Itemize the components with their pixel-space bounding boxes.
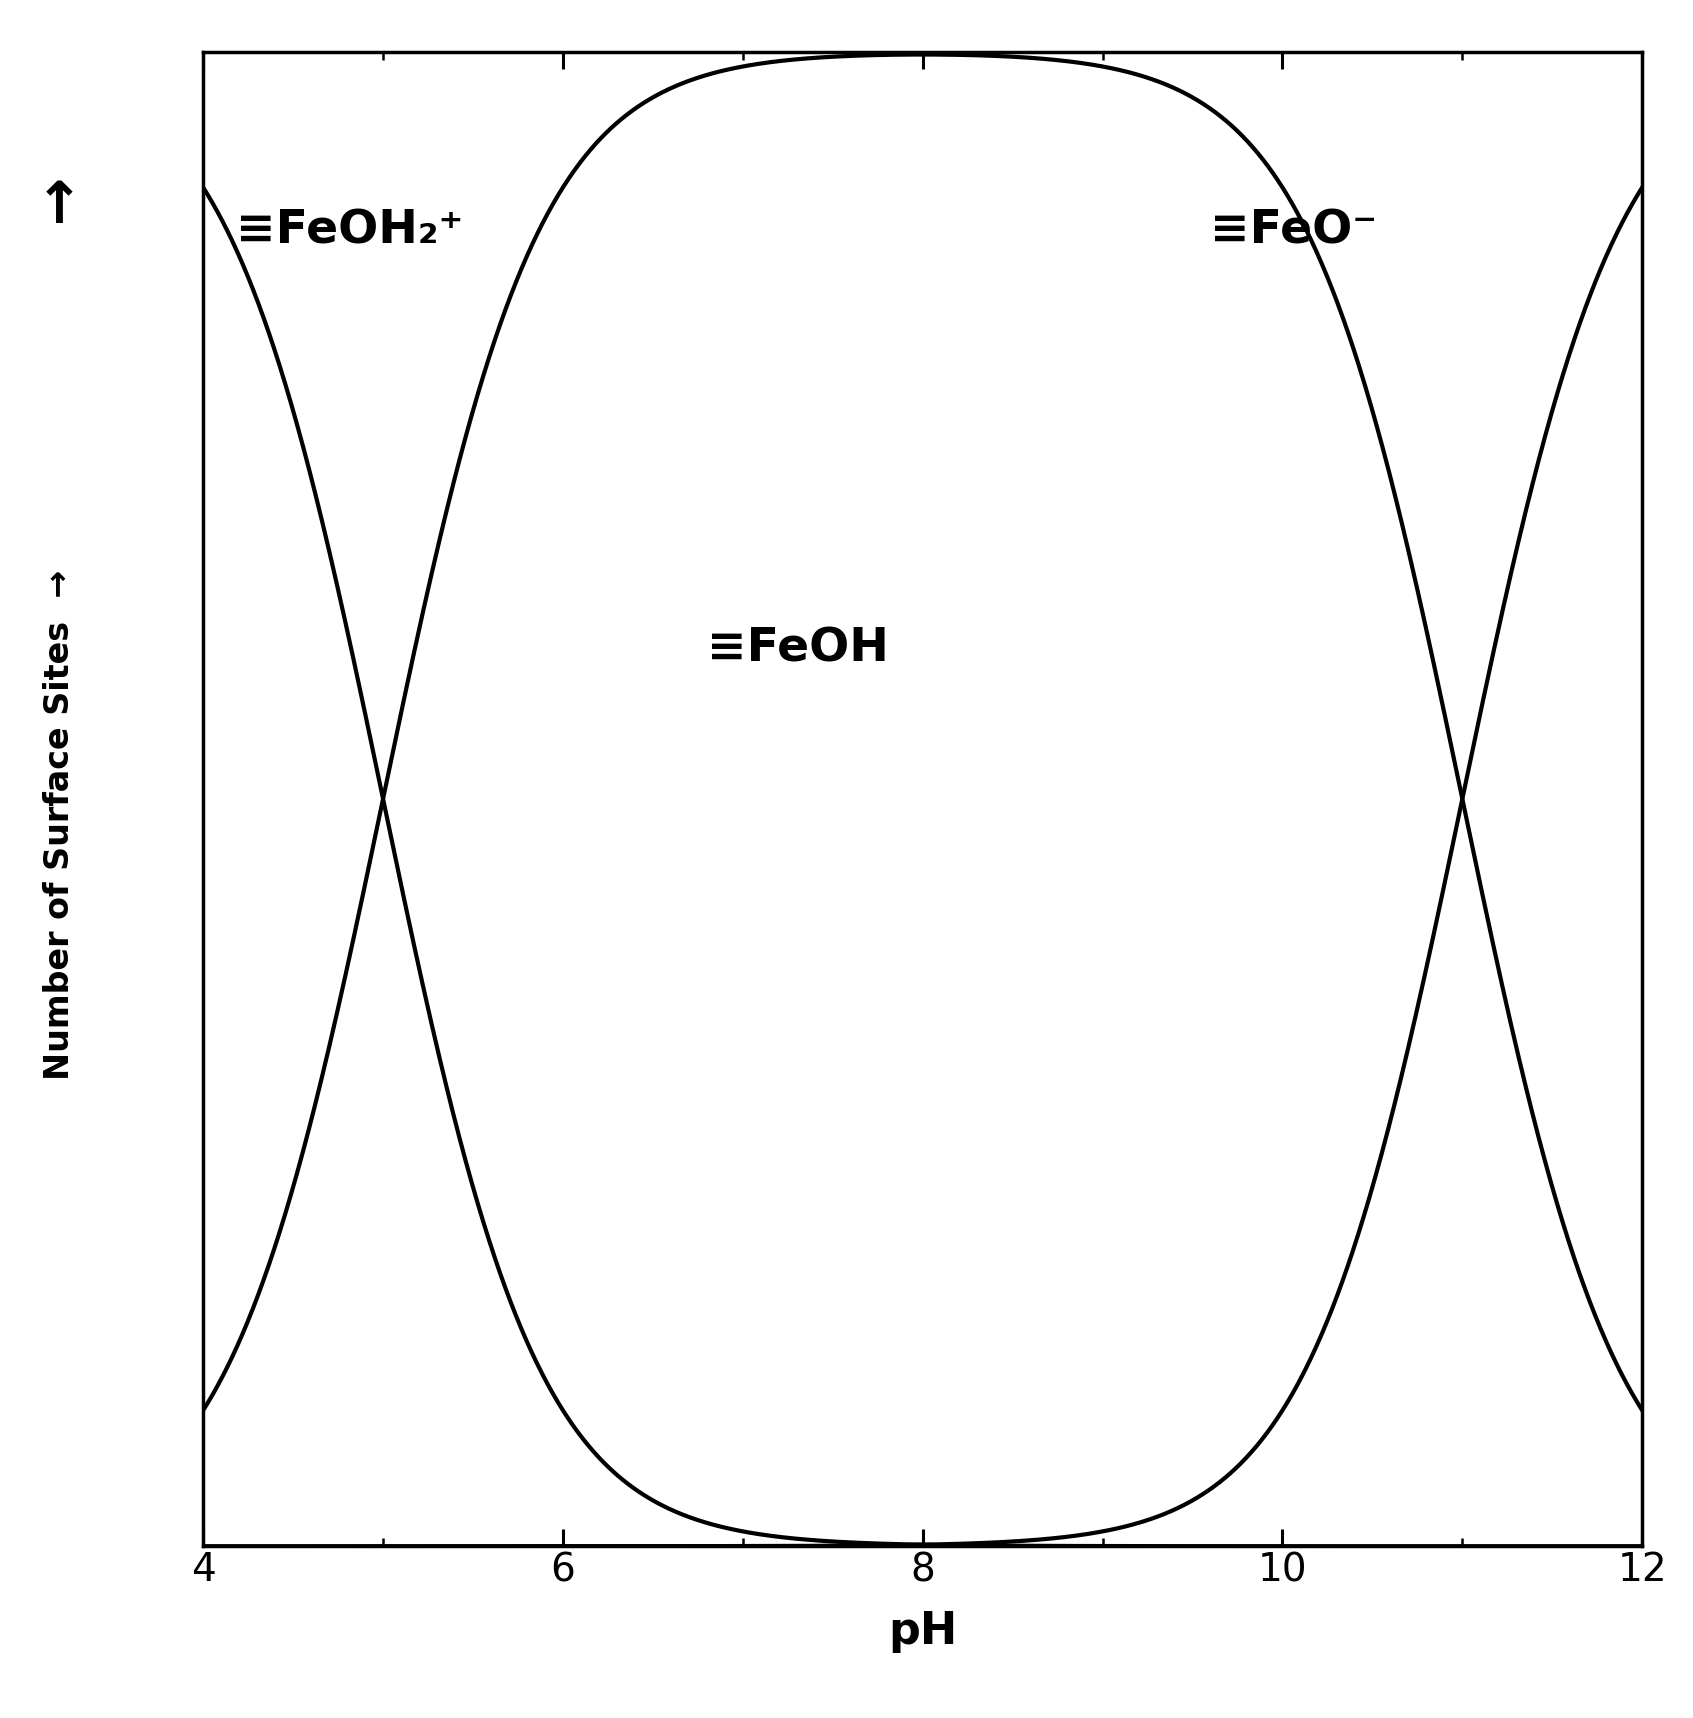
Text: ↑: ↑ [36, 177, 83, 235]
X-axis label: pH: pH [889, 1610, 957, 1653]
Text: ≡FeOH₂⁺: ≡FeOH₂⁺ [235, 208, 462, 253]
Text: Number of Surface Sites  →: Number of Surface Sites → [42, 569, 76, 1081]
Text: ≡FeO⁻: ≡FeO⁻ [1210, 208, 1378, 253]
Text: ≡FeOH: ≡FeOH [706, 627, 889, 672]
